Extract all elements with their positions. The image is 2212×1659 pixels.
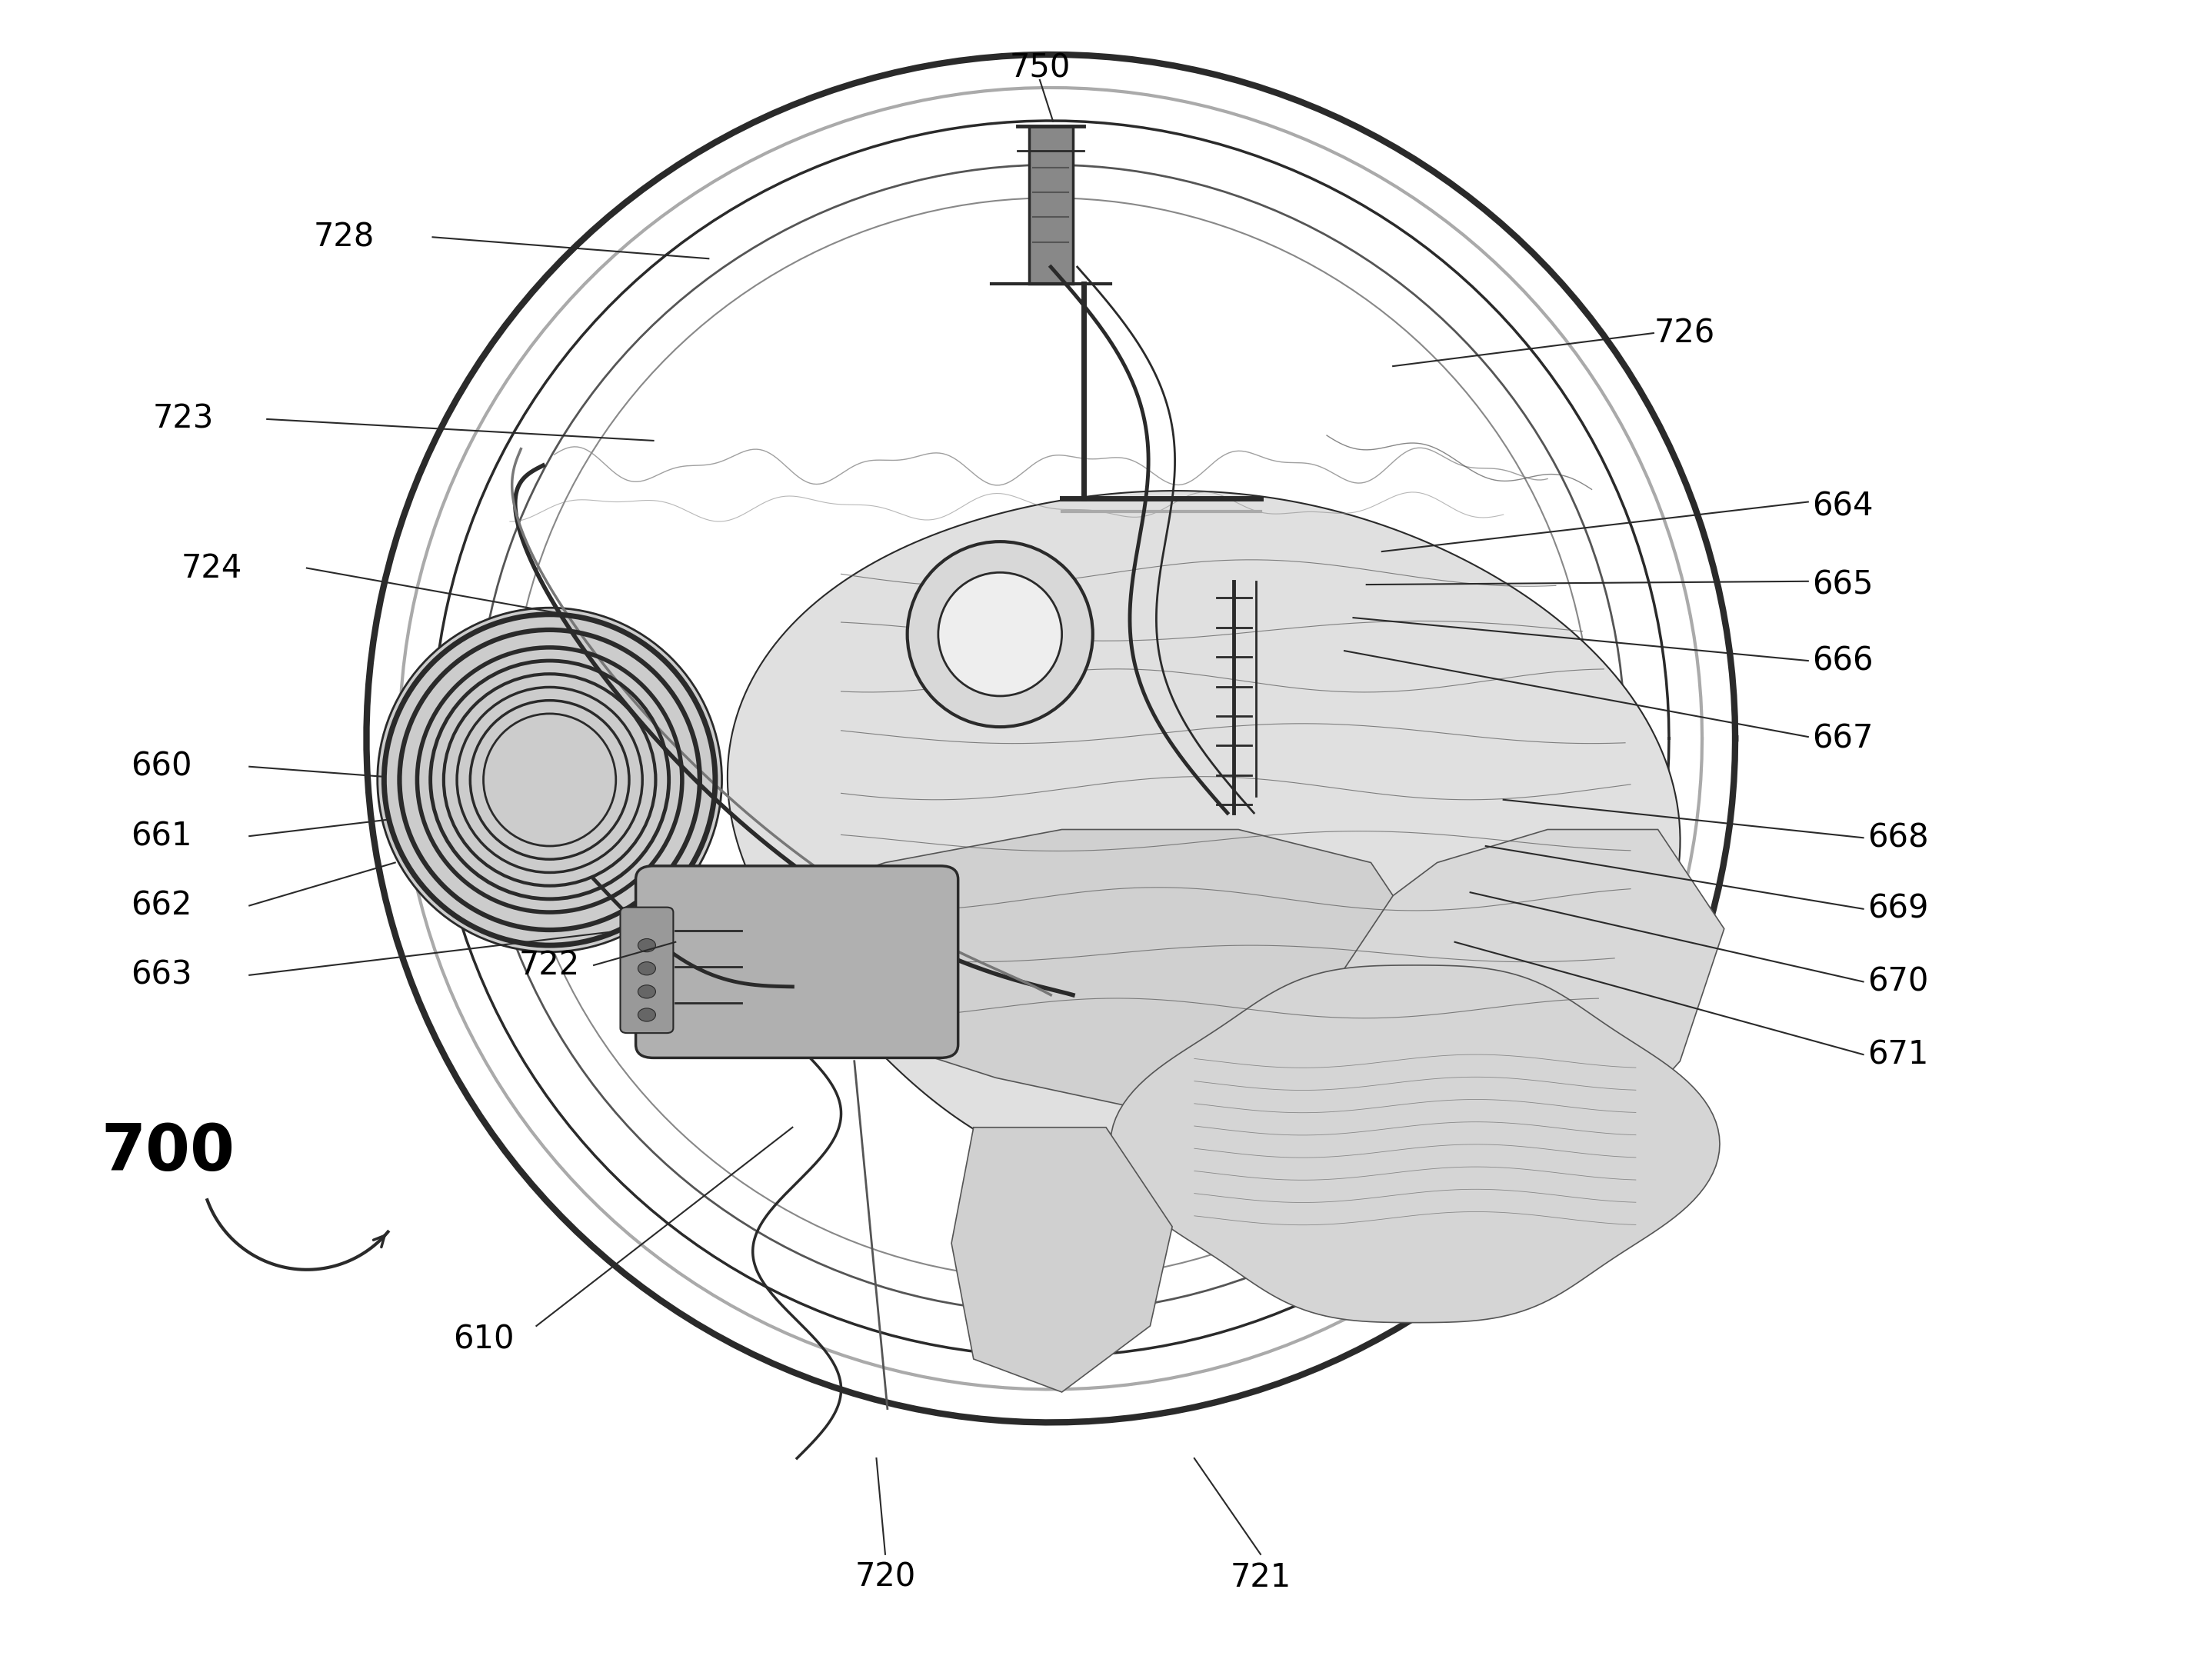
Text: 720: 720	[854, 1561, 916, 1594]
FancyBboxPatch shape	[619, 907, 672, 1034]
Text: 666: 666	[1812, 645, 1874, 677]
Text: 750: 750	[1009, 51, 1071, 85]
Text: 610: 610	[453, 1322, 513, 1355]
Ellipse shape	[907, 541, 1093, 727]
Text: 662: 662	[131, 889, 192, 922]
Polygon shape	[664, 830, 1438, 1112]
Text: 721: 721	[1230, 1561, 1292, 1594]
Text: 661: 661	[131, 820, 192, 853]
Polygon shape	[951, 1128, 1172, 1392]
Text: 668: 668	[1867, 821, 1929, 854]
Text: 665: 665	[1812, 569, 1874, 601]
Text: 724: 724	[181, 552, 243, 584]
Text: 669: 669	[1867, 893, 1929, 926]
Text: 722: 722	[520, 949, 580, 982]
Text: 700: 700	[102, 1121, 234, 1183]
FancyBboxPatch shape	[635, 866, 958, 1058]
Text: 660: 660	[131, 750, 192, 783]
Polygon shape	[1327, 830, 1723, 1193]
Text: 723: 723	[153, 403, 215, 435]
Ellipse shape	[938, 572, 1062, 697]
Ellipse shape	[378, 607, 721, 952]
Circle shape	[637, 962, 655, 975]
Polygon shape	[1110, 966, 1719, 1322]
Text: 663: 663	[131, 959, 192, 992]
Circle shape	[637, 985, 655, 999]
Text: 667: 667	[1812, 722, 1874, 755]
Text: 671: 671	[1867, 1039, 1929, 1070]
Text: 726: 726	[1655, 317, 1714, 350]
Circle shape	[637, 939, 655, 952]
Text: 670: 670	[1867, 966, 1929, 997]
Circle shape	[637, 1009, 655, 1022]
Text: 728: 728	[314, 221, 374, 254]
Polygon shape	[728, 491, 1681, 1188]
Polygon shape	[1029, 126, 1073, 284]
Text: 664: 664	[1812, 491, 1874, 523]
